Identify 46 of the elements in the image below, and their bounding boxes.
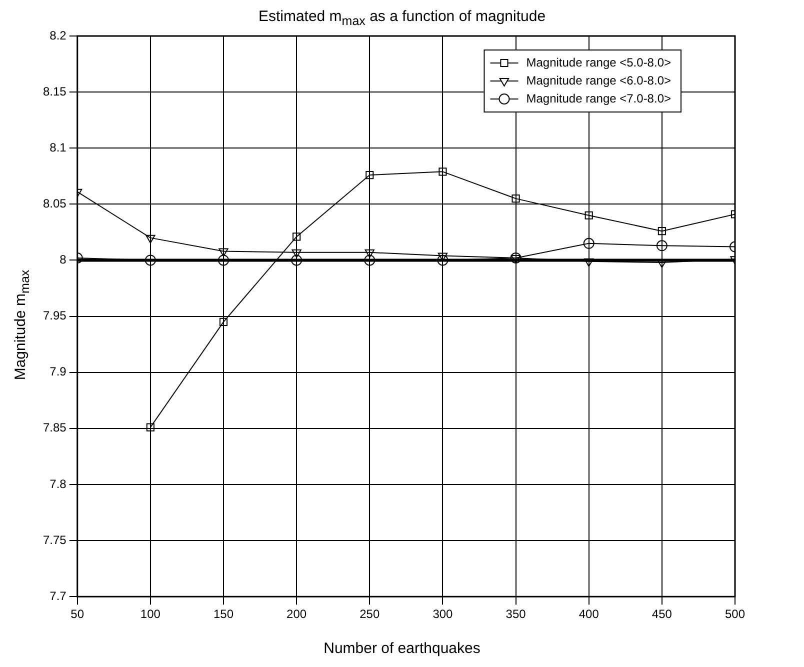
point <box>146 423 154 432</box>
y-tick-label: 7.85 <box>42 420 67 435</box>
y-tick-label: 7.75 <box>42 532 67 547</box>
y-tick-label: 8.15 <box>42 84 67 98</box>
x-tick-label: 350 <box>506 607 526 622</box>
x-tick-label: 50 <box>70 607 84 622</box>
y-tick-label: 7.8 <box>50 476 67 491</box>
y-tick-label: 7.9 <box>50 364 67 379</box>
chart-title: Estimated m$_{max}$ as a function of magnitude <box>257 8 547 28</box>
y-tick-label: 7.7 <box>50 588 67 603</box>
y-tick-label: 8 <box>60 252 67 267</box>
point <box>583 238 594 249</box>
point <box>146 234 156 244</box>
point <box>438 168 447 176</box>
x-tick-label: 300 <box>432 607 454 622</box>
point <box>292 249 302 258</box>
y-tick-label: 7.95 <box>42 308 67 323</box>
x-tick-label: 100 <box>140 607 161 622</box>
y-tick-label: 8.05 <box>42 196 67 210</box>
y-tick-label: 8.2 <box>50 28 67 42</box>
point <box>218 248 228 257</box>
x-tick-label: 500 <box>724 607 746 622</box>
point <box>656 240 668 252</box>
point <box>364 254 376 266</box>
x-tick-label: 450 <box>652 607 672 622</box>
x-tick-label: 400 <box>578 607 600 622</box>
point <box>218 254 229 266</box>
legend-label: Magnitude range <5.0-8.0> <box>526 55 672 70</box>
point <box>512 194 520 203</box>
legend-label: Magnitude range <6.0-8.0> <box>526 73 672 88</box>
x-tick-label: 250 <box>360 607 380 622</box>
point <box>366 170 374 180</box>
x-tick-label: 150 <box>213 607 234 622</box>
point <box>144 254 156 266</box>
point <box>364 249 374 258</box>
x-tick-label: 200 <box>286 607 307 622</box>
point <box>292 232 301 241</box>
point <box>584 211 593 220</box>
point <box>437 254 448 266</box>
point <box>219 318 228 326</box>
point <box>291 254 302 266</box>
x-axis-title: Number of earthquakes <box>322 640 482 657</box>
point <box>658 227 666 236</box>
y-tick-label: 8.1 <box>50 140 67 154</box>
legend-label: Magnitude range <7.0-8.0> <box>526 91 672 106</box>
point <box>510 252 522 264</box>
